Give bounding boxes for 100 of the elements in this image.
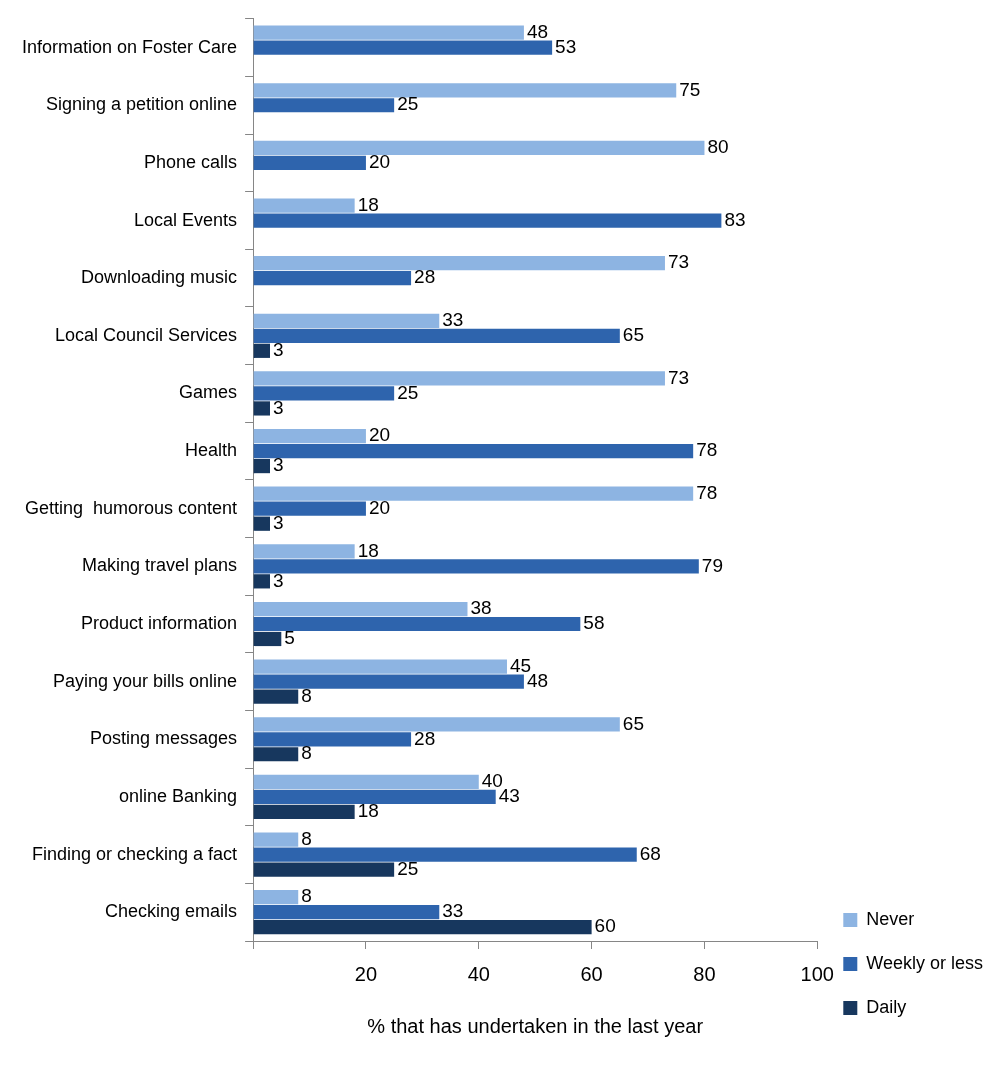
x-tick-label: 40: [467, 962, 490, 985]
y-tick-label: Getting humorous content: [24, 497, 238, 518]
x-tick-label: 60: [580, 962, 603, 985]
bar: [253, 386, 395, 401]
bar: [253, 847, 637, 862]
data-label: 3: [273, 511, 284, 533]
data-label: 8: [301, 684, 312, 706]
bar: [253, 428, 366, 444]
data-label: 58: [583, 612, 605, 634]
bar: [253, 601, 468, 617]
data-label: 33: [442, 309, 464, 331]
bar: [253, 890, 299, 905]
y-tick-label: online Banking: [119, 785, 238, 806]
bar: [253, 631, 282, 647]
y-tick-label: Product information: [81, 612, 238, 633]
bar: [253, 516, 271, 531]
bar: [253, 574, 271, 589]
x-tick-label: 100: [800, 962, 834, 985]
data-label: 20: [368, 151, 391, 173]
data-label: 45: [509, 654, 532, 676]
x-tick-label: 80: [693, 962, 716, 985]
data-label: 60: [594, 915, 616, 937]
data-label: 5: [284, 627, 295, 649]
bar: [253, 343, 271, 358]
data-label: 8: [301, 885, 312, 907]
bar: [253, 747, 299, 762]
legend-label: Weekly or less: [866, 952, 983, 973]
data-label: 78: [696, 439, 718, 461]
y-tick-label: Paying your bills online: [52, 670, 238, 691]
data-label: 40: [481, 770, 503, 792]
bar: [253, 732, 412, 747]
bar: [253, 140, 705, 156]
bar: [253, 674, 524, 689]
data-label: 8: [301, 827, 312, 849]
x-axis-title: % that has undertaken in the last year: [367, 1014, 704, 1037]
data-label: 33: [442, 900, 464, 922]
bar: [253, 789, 496, 805]
bar: [253, 328, 620, 343]
bar: [253, 717, 620, 732]
bar: [253, 256, 665, 271]
data-label: 28: [414, 727, 436, 749]
data-label: 3: [273, 339, 284, 361]
bar: [253, 401, 271, 416]
y-tick-label: Health: [185, 440, 238, 461]
bar: [253, 486, 694, 501]
bar: [253, 371, 665, 386]
bar: [253, 83, 677, 98]
data-label: 18: [357, 539, 379, 561]
data-label: 80: [707, 136, 729, 158]
data-label: 25: [397, 381, 419, 403]
data-label: 3: [273, 396, 284, 418]
bar: [253, 804, 355, 820]
data-label: 83: [724, 208, 746, 230]
bar: [253, 559, 699, 574]
data-label: 48: [526, 20, 549, 42]
data-label: 75: [679, 78, 701, 100]
data-label: 73: [667, 366, 690, 388]
bar: [253, 443, 694, 459]
data-label: 18: [357, 193, 379, 215]
data-label: 25: [397, 93, 419, 115]
y-tick-label: Local Events: [134, 209, 238, 230]
bar: [253, 659, 507, 674]
legend-label: Daily: [866, 996, 907, 1017]
data-label: 68: [639, 842, 661, 864]
legend-label: Never: [866, 908, 915, 929]
y-tick-label: Information on Foster Care: [21, 36, 238, 57]
data-label: 73: [667, 251, 690, 273]
y-tick-label: Games: [179, 382, 238, 403]
y-tick-label: Posting messages: [90, 728, 238, 749]
bar: [253, 271, 412, 286]
bar: [253, 774, 479, 790]
y-tick-label: Finding or checking a fact: [31, 843, 238, 864]
data-label: 28: [414, 266, 436, 288]
data-label: 3: [273, 454, 284, 476]
bar: [253, 920, 592, 935]
y-tick-label: Making travel plans: [82, 555, 238, 576]
bar: [253, 155, 366, 171]
y-tick-label: Checking emails: [105, 901, 238, 922]
data-label: 3: [273, 569, 284, 591]
bar: [253, 98, 395, 113]
data-label: 8: [301, 742, 312, 764]
bar: [253, 458, 271, 474]
bar: [253, 313, 440, 328]
bar: [253, 862, 395, 877]
data-label: 38: [470, 597, 492, 619]
bar: [253, 213, 722, 228]
bar: [253, 198, 355, 213]
x-tick-label: 20: [354, 962, 378, 985]
data-label: 78: [696, 481, 718, 503]
data-label: 53: [555, 35, 577, 57]
data-label: 25: [397, 857, 419, 879]
bar: [253, 689, 299, 704]
data-label: 79: [701, 554, 723, 576]
bar: [253, 832, 299, 847]
data-label: 20: [368, 496, 391, 518]
data-label: 20: [368, 424, 391, 446]
bar: [253, 544, 355, 559]
data-label: 65: [622, 712, 644, 734]
y-tick-label: Signing a petition online: [45, 94, 238, 115]
bar: [253, 40, 553, 55]
